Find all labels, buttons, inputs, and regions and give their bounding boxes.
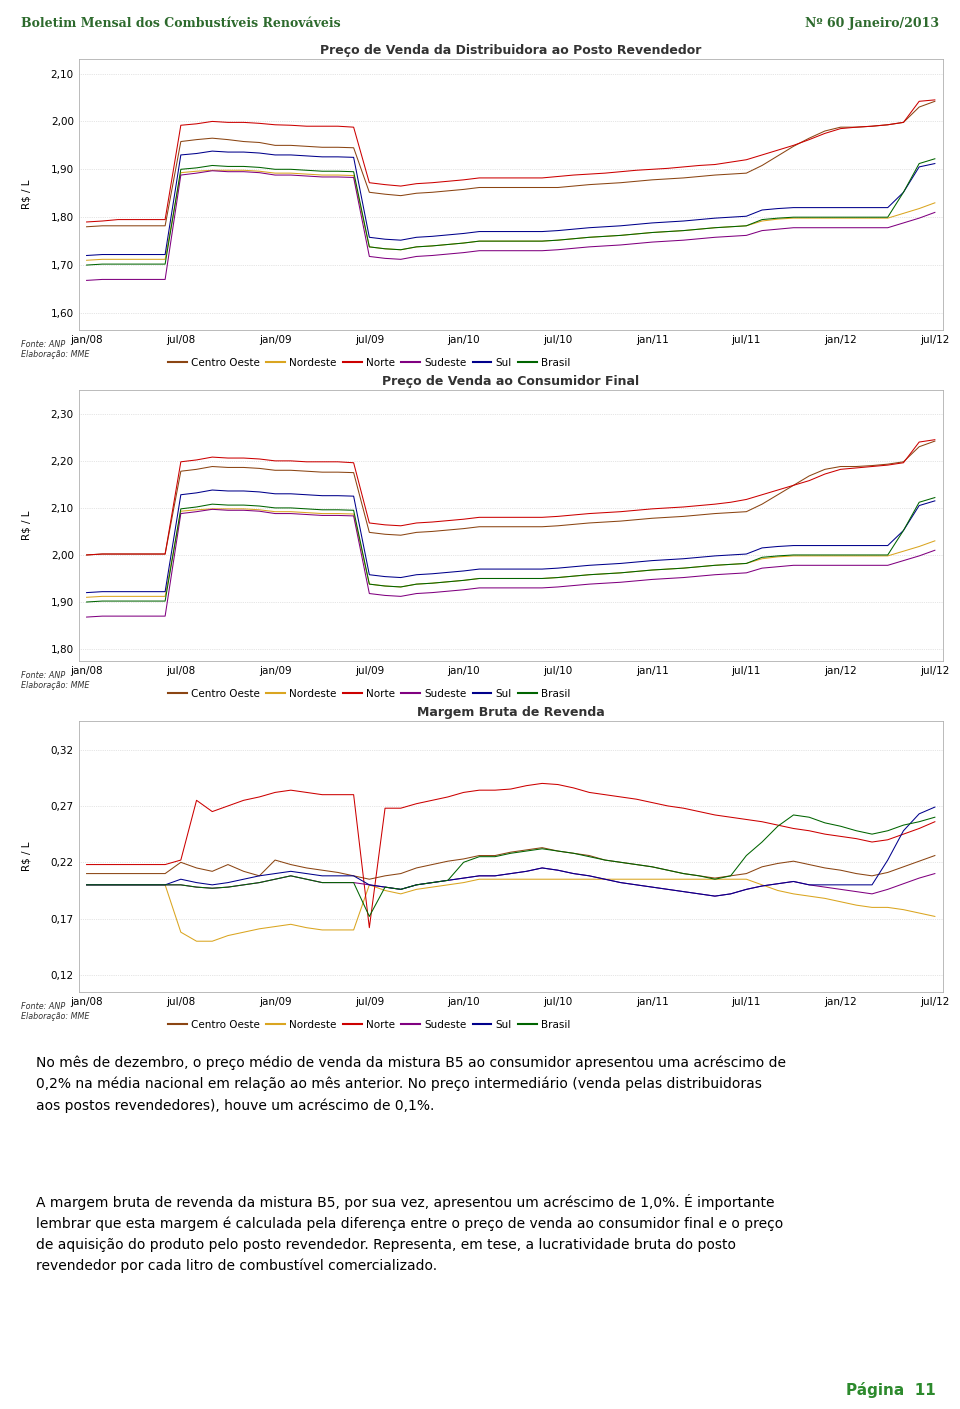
Y-axis label: R$ / L: R$ / L <box>21 180 31 209</box>
Title: Preço de Venda ao Consumidor Final: Preço de Venda ao Consumidor Final <box>382 375 639 387</box>
Y-axis label: R$ / L: R$ / L <box>21 511 31 540</box>
Legend: Centro Oeste, Nordeste, Norte, Sudeste, Sul, Brasil: Centro Oeste, Nordeste, Norte, Sudeste, … <box>168 358 570 368</box>
Legend: Centro Oeste, Nordeste, Norte, Sudeste, Sul, Brasil: Centro Oeste, Nordeste, Norte, Sudeste, … <box>168 1020 570 1030</box>
Title: Preço de Venda da Distribuidora ao Posto Revendedor: Preço de Venda da Distribuidora ao Posto… <box>320 44 702 56</box>
Legend: Centro Oeste, Nordeste, Norte, Sudeste, Sul, Brasil: Centro Oeste, Nordeste, Norte, Sudeste, … <box>168 689 570 699</box>
Text: Página  11: Página 11 <box>847 1382 936 1398</box>
Text: Fonte: ANP
Elaboração: MME: Fonte: ANP Elaboração: MME <box>21 340 89 359</box>
Text: Boletim Mensal dos Combustíveis Renováveis: Boletim Mensal dos Combustíveis Renováve… <box>21 17 341 30</box>
Text: A margem bruta de revenda da mistura B5, por sua vez, apresentou um acréscimo de: A margem bruta de revenda da mistura B5,… <box>36 1193 783 1274</box>
Y-axis label: R$ / L: R$ / L <box>21 843 31 871</box>
Title: Margem Bruta de Revenda: Margem Bruta de Revenda <box>417 706 605 719</box>
Text: Nº 60 Janeiro/2013: Nº 60 Janeiro/2013 <box>804 17 939 30</box>
Text: No mês de dezembro, o preço médio de venda da mistura B5 ao consumidor apresento: No mês de dezembro, o preço médio de ven… <box>36 1055 786 1113</box>
Text: Fonte: ANP
Elaboração: MME: Fonte: ANP Elaboração: MME <box>21 671 89 690</box>
Text: Fonte: ANP
Elaboração: MME: Fonte: ANP Elaboração: MME <box>21 1002 89 1022</box>
